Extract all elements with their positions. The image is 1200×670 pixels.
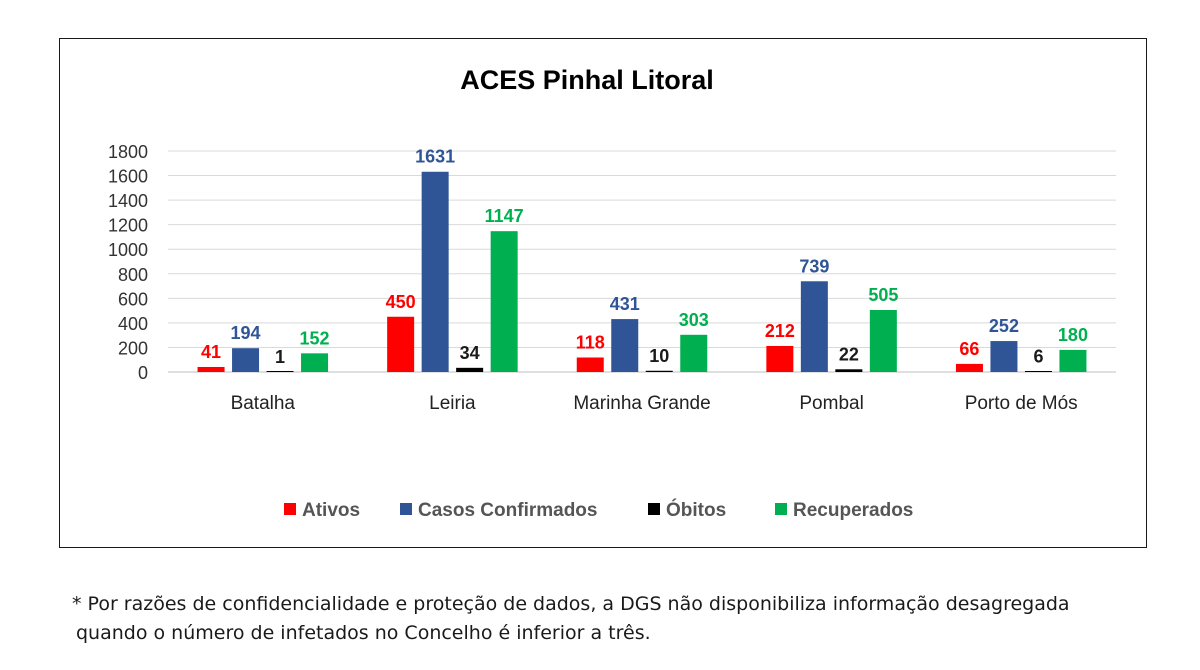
bar <box>197 366 225 372</box>
data-label: 1 <box>275 347 285 367</box>
data-label: 41 <box>201 342 221 362</box>
legend-label: Casos Confirmados <box>418 500 597 521</box>
data-label: 505 <box>868 285 898 305</box>
data-label: 1631 <box>415 147 455 167</box>
data-label: 22 <box>839 344 859 364</box>
bar <box>835 369 863 372</box>
chart-title: ACES Pinhal Litoral <box>460 65 714 95</box>
y-tick-label: 1400 <box>108 191 148 211</box>
data-label: 66 <box>959 339 979 359</box>
bar <box>232 348 260 372</box>
x-category-label: Batalha <box>231 393 296 414</box>
footnote-line-1: * Por razões de confidencialidade e prot… <box>72 593 1070 615</box>
y-tick-label: 1200 <box>108 216 148 236</box>
y-tick-label: 600 <box>118 289 148 309</box>
data-label: 152 <box>300 328 330 348</box>
bar <box>800 281 828 372</box>
bar <box>490 231 518 372</box>
x-category-label: Pombal <box>799 393 863 414</box>
footnote: * Por razões de confidencialidade e prot… <box>72 590 1172 648</box>
data-label: 6 <box>1033 346 1043 366</box>
bar <box>301 353 329 372</box>
bar <box>955 363 983 372</box>
y-tick-label: 800 <box>118 265 148 285</box>
legend-swatch <box>284 503 296 515</box>
data-label: 212 <box>765 321 795 341</box>
legend-label: Recuperados <box>793 500 913 521</box>
legend-swatch <box>775 503 787 515</box>
data-label: 252 <box>989 316 1019 336</box>
data-label: 1147 <box>485 206 524 226</box>
legend-label: Óbitos <box>666 499 726 521</box>
bar <box>266 371 294 372</box>
legend-swatch <box>648 503 660 515</box>
bar <box>456 367 484 372</box>
bar-chart: ACES Pinhal Litoral 0 200 400 600 800 1000 1200… <box>108 65 1116 521</box>
y-tick-label: 400 <box>118 314 148 334</box>
data-label: 739 <box>799 256 829 276</box>
data-label: 431 <box>610 294 640 314</box>
bar <box>576 357 604 372</box>
bar <box>611 319 639 372</box>
data-label: 303 <box>679 310 709 330</box>
x-category-label: Marinha Grande <box>573 393 710 414</box>
bar <box>421 171 449 372</box>
data-label: 194 <box>231 323 261 343</box>
y-tick-label: 1000 <box>108 240 148 260</box>
data-label: 118 <box>576 333 605 353</box>
bar <box>387 316 415 372</box>
data-label: 450 <box>386 292 416 312</box>
bar <box>1024 371 1052 372</box>
data-label: 34 <box>460 343 480 363</box>
bar <box>645 370 673 372</box>
y-tick-label: 1600 <box>108 167 148 187</box>
chart-frame: ACES Pinhal Litoral 0 200 400 600 800 1000 1200… <box>59 38 1147 548</box>
x-category-label: Porto de Mós <box>965 393 1078 414</box>
legend-swatch <box>400 503 412 515</box>
bar <box>1059 349 1087 372</box>
y-tick-label: 1800 <box>108 142 148 162</box>
bar <box>869 309 897 372</box>
x-category-label: Leiria <box>429 393 476 414</box>
bar <box>990 341 1018 372</box>
y-tick-label: 0 <box>138 363 148 383</box>
bar <box>680 334 708 372</box>
y-tick-label: 200 <box>118 338 148 358</box>
footnote-line-2: quando o número de infetados no Concelho… <box>76 622 651 644</box>
bar <box>766 345 794 372</box>
data-label: 180 <box>1058 325 1088 345</box>
legend-label: Ativos <box>302 500 360 521</box>
data-label: 10 <box>649 346 669 366</box>
